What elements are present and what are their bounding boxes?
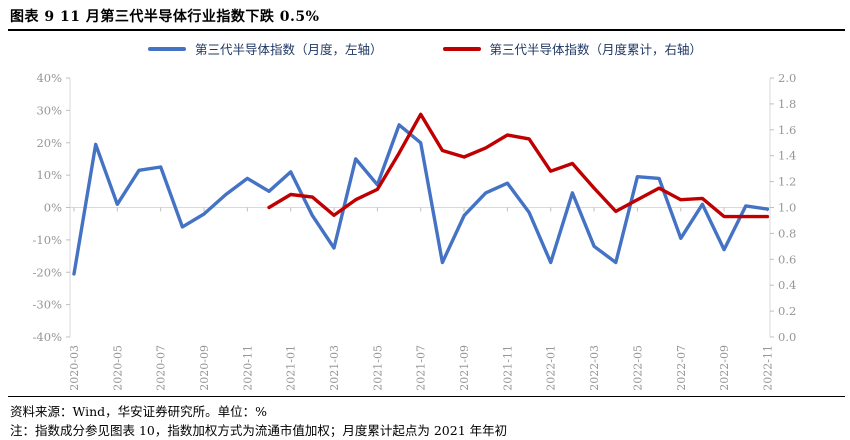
left-axis-label: -10%	[33, 233, 63, 247]
left-axis-label: 10%	[36, 168, 62, 182]
x-axis-label: 2020-09	[198, 345, 211, 391]
left-axis-label: 30%	[36, 103, 62, 117]
method-note: 注：指数成分参见图表 10，指数加权方式为流通市值加权；月度累计起点为 2021…	[10, 423, 508, 438]
x-axis-label: 2020-05	[111, 345, 124, 391]
x-axis-label: 2022-05	[631, 345, 644, 391]
right-axis-label: 1.0	[778, 201, 796, 215]
x-axis-label: 2022-09	[718, 345, 731, 391]
chart-legend: 第三代半导体指数（月度，左轴） 第三代半导体指数（月度累计，右轴）	[0, 39, 850, 58]
left-axis-label: -20%	[33, 265, 63, 279]
x-axis-label: 2022-03	[588, 345, 601, 391]
footer-separator	[8, 396, 845, 397]
legend-label-monthly: 第三代半导体指数（月度，左轴）	[194, 42, 383, 57]
legend-item-monthly: 第三代半导体指数（月度，左轴）	[147, 39, 383, 58]
x-axis-label: 2020-07	[155, 345, 168, 391]
x-axis-label: 2020-11	[241, 345, 254, 391]
right-axis-label: 0.0	[778, 330, 796, 344]
red-line-swatch-icon	[442, 46, 481, 51]
right-axis-label: 1.6	[778, 123, 796, 137]
right-axis-label: 1.2	[778, 175, 796, 189]
chart-canvas: 40% 30% 20% 10% 0% -10% -20% -30% -40% 2.0 1.8 1.6 1…	[33, 71, 797, 391]
x-axis-label: 2021-05	[371, 345, 384, 391]
left-axis-label: -40%	[33, 330, 63, 344]
right-axis-label: 2.0	[778, 71, 796, 85]
x-axis-label: 2022-07	[675, 345, 688, 391]
left-axis-label: 0%	[44, 201, 62, 215]
left-axis-label: -30%	[33, 298, 63, 312]
left-axis-label: 40%	[36, 71, 62, 85]
title-underline	[8, 29, 845, 31]
x-axis-label: 2021-09	[458, 345, 471, 391]
x-axis-label: 2021-01	[285, 345, 298, 391]
x-axis-label: 2021-07	[415, 345, 428, 391]
x-axis-label: 2022-11	[761, 345, 774, 391]
x-axis-label: 2020-03	[68, 345, 81, 391]
source-note: 资料来源：Wind，华安证券研究所。单位：%	[10, 404, 268, 419]
x-axis-label: 2021-11	[501, 345, 514, 391]
legend-item-cumulative: 第三代半导体指数（月度累计，右轴）	[442, 39, 703, 58]
right-axis-label: 0.6	[778, 252, 796, 266]
chart-area: 40% 30% 20% 10% 0% -10% -20% -30% -40% 2.0 1.8 1.6 1…	[0, 55, 850, 400]
right-axis-label: 0.8	[778, 226, 796, 240]
right-axis-label: 0.4	[778, 278, 796, 292]
figure-title: 图表 9 11 月第三代半导体行业指数下跌 0.5%	[10, 9, 320, 25]
cumulative-series-line	[267, 112, 770, 219]
legend-label-cumulative: 第三代半导体指数（月度累计，右轴）	[489, 42, 703, 57]
x-axis-label: 2022-01	[545, 345, 558, 391]
left-axis-label: 20%	[36, 136, 62, 150]
blue-line-swatch-icon	[147, 46, 186, 51]
monthly-series-line	[72, 123, 770, 276]
right-axis-label: 1.8	[778, 97, 796, 111]
right-axis-label: 0.2	[778, 304, 796, 318]
x-axis-label: 2021-03	[328, 345, 341, 391]
right-axis-label: 1.4	[778, 149, 796, 163]
